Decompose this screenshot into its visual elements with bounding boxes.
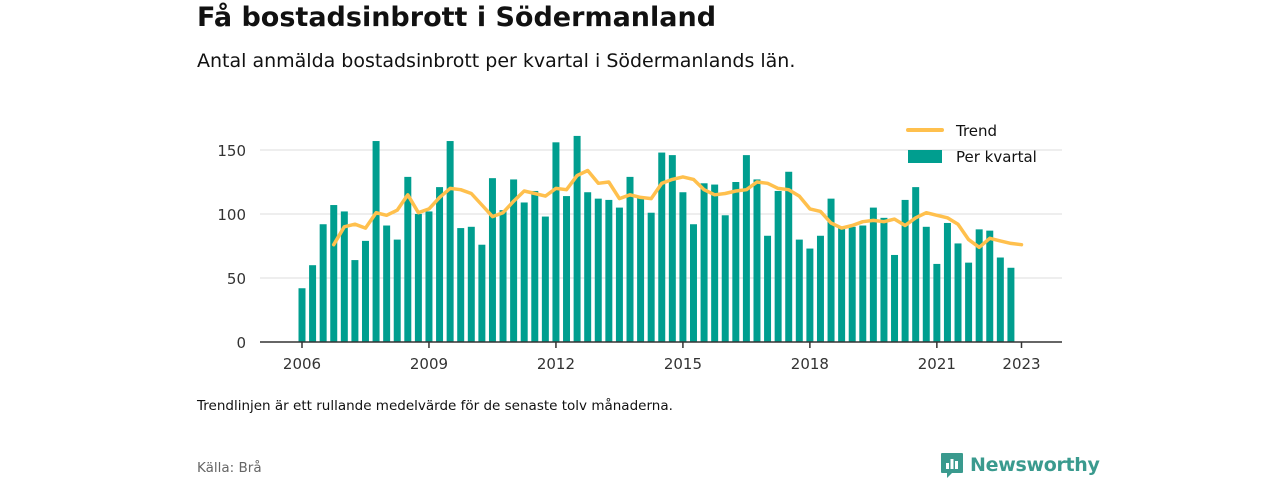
legend-bar-label: Per kvartal bbox=[956, 148, 1037, 166]
brand-name: Newsworthy bbox=[970, 454, 1100, 476]
bar bbox=[510, 179, 518, 342]
y-tick-label-150: 150 bbox=[217, 142, 246, 160]
bar bbox=[573, 135, 581, 342]
bar bbox=[436, 187, 444, 342]
bar bbox=[499, 210, 507, 342]
bar bbox=[541, 216, 549, 342]
chart-title: Få bostadsinbrott i Södermanland bbox=[197, 2, 717, 33]
x-tick-label-2023: 2023 bbox=[1002, 355, 1040, 373]
trend-note: Trendlinjen är ett rullande medelvärde f… bbox=[197, 398, 673, 414]
bar bbox=[806, 248, 814, 342]
bar bbox=[467, 226, 475, 342]
bar bbox=[414, 214, 422, 342]
chart-subtitle: Antal anmälda bostadsinbrott per kvartal… bbox=[197, 50, 796, 72]
bar bbox=[626, 176, 634, 342]
bar bbox=[901, 199, 909, 342]
x-tick-label-2015: 2015 bbox=[664, 355, 702, 373]
trend-line bbox=[331, 168, 1024, 250]
bar bbox=[679, 192, 687, 342]
x-tick-label-2018: 2018 bbox=[791, 355, 829, 373]
bar bbox=[309, 265, 317, 342]
bar bbox=[880, 217, 888, 342]
bar bbox=[848, 226, 856, 342]
bar bbox=[975, 229, 983, 342]
bar bbox=[531, 190, 539, 342]
bar bbox=[774, 190, 782, 342]
bar bbox=[647, 212, 655, 342]
bar bbox=[732, 182, 740, 342]
bar bbox=[393, 239, 401, 342]
bar bbox=[721, 215, 729, 342]
bar bbox=[520, 202, 528, 342]
bar bbox=[383, 225, 391, 342]
bar bbox=[552, 142, 560, 342]
bar bbox=[742, 155, 750, 342]
bar-line-chart: 0 50 100 150 2006 2009 2012 2015 2018 2021 2023 T… bbox=[217, 122, 1062, 373]
bar bbox=[340, 211, 348, 342]
legend: Trend Per kvartal bbox=[906, 122, 1037, 166]
bar bbox=[637, 197, 645, 342]
x-tick-label-2021: 2021 bbox=[918, 355, 956, 373]
bar bbox=[330, 205, 338, 342]
bar bbox=[404, 176, 412, 342]
bar bbox=[446, 141, 454, 342]
bar bbox=[351, 260, 359, 342]
bar bbox=[753, 179, 761, 342]
bar bbox=[319, 224, 327, 342]
bar bbox=[711, 184, 719, 342]
bar bbox=[912, 187, 920, 342]
y-tick-label-50: 50 bbox=[227, 270, 246, 288]
bar bbox=[996, 257, 1004, 342]
bar bbox=[869, 207, 877, 342]
bar bbox=[690, 224, 697, 342]
bar bbox=[891, 254, 899, 342]
newsworthy-icon bbox=[941, 453, 963, 478]
bar bbox=[933, 263, 941, 342]
bar bbox=[615, 207, 623, 342]
bar bbox=[457, 228, 465, 342]
legend-bar-swatch bbox=[908, 150, 942, 163]
legend-trend-label: Trend bbox=[955, 122, 997, 140]
bar bbox=[372, 141, 380, 342]
bar bbox=[298, 288, 306, 342]
bar bbox=[859, 225, 867, 342]
bar-series-per-kvartal bbox=[298, 135, 1015, 342]
bar bbox=[584, 192, 592, 342]
y-tick-label-100: 100 bbox=[217, 206, 246, 224]
y-axis-tick-labels: 0 50 100 150 bbox=[217, 142, 246, 352]
bar bbox=[943, 222, 951, 342]
bar bbox=[605, 199, 613, 342]
bar bbox=[563, 196, 571, 342]
bar bbox=[478, 244, 486, 342]
source-label: Källa: Brå bbox=[197, 460, 262, 476]
bar bbox=[965, 262, 973, 342]
bar bbox=[795, 239, 803, 342]
bar bbox=[658, 152, 666, 342]
bar bbox=[668, 155, 676, 342]
bar bbox=[827, 198, 835, 342]
bar bbox=[361, 240, 369, 342]
bar bbox=[986, 230, 994, 342]
bar bbox=[700, 183, 708, 342]
x-axis-ticks: 2006 2009 2012 2015 2018 2021 2023 bbox=[283, 342, 1041, 373]
bar bbox=[764, 235, 772, 342]
x-tick-label-2012: 2012 bbox=[537, 355, 575, 373]
bar bbox=[785, 171, 793, 342]
newsworthy-logo[interactable]: Newsworthy bbox=[940, 451, 1100, 479]
bar bbox=[816, 235, 824, 342]
x-tick-label-2009: 2009 bbox=[410, 355, 448, 373]
bar bbox=[488, 178, 496, 342]
bar bbox=[922, 226, 930, 342]
bar bbox=[1007, 267, 1015, 342]
bar bbox=[954, 243, 962, 342]
bar bbox=[594, 198, 602, 342]
bar bbox=[838, 226, 846, 342]
y-tick-label-0: 0 bbox=[236, 334, 246, 352]
bar bbox=[425, 211, 433, 342]
x-tick-label-2006: 2006 bbox=[283, 355, 321, 373]
